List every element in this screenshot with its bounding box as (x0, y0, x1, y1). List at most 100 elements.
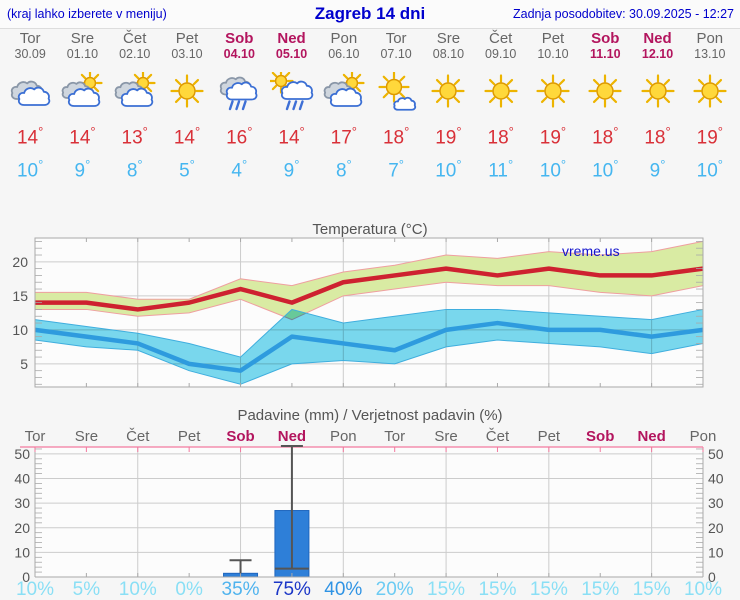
day-name: Tor (19, 30, 41, 47)
weather-icon-cell (213, 72, 265, 114)
precip-day-label: Sre (75, 428, 98, 445)
day-name: Čet (123, 30, 147, 47)
day-date: 04.10 (223, 47, 255, 61)
min-temp-line (34, 320, 704, 373)
temperature-chart-title: Temperatura (°C) (312, 221, 428, 238)
min-temperature: 10 (579, 154, 631, 182)
rain-icon (220, 76, 258, 111)
max-temperature: 16 (213, 121, 265, 149)
max-temp-line (35, 266, 704, 312)
day-date: 11.10 (589, 47, 621, 61)
precip-probability: 15% (478, 579, 516, 600)
mostly-sunny-icon (378, 71, 417, 111)
max-temperature: 18 (370, 121, 422, 149)
precip-day-label: Sre (434, 428, 457, 445)
min-temperature: 10 (527, 154, 579, 182)
sunny-icon (484, 74, 518, 108)
day-date: 06.10 (328, 47, 360, 61)
plot-border (34, 237, 704, 388)
precip-day-label: Sob (226, 428, 254, 445)
weather-icon-cell (370, 71, 422, 114)
day-date: 09.10 (485, 47, 517, 61)
day-name: Sre (70, 30, 95, 47)
y-axis-label-right: 0 (708, 569, 716, 585)
weather-icon-cell (318, 70, 370, 114)
y-axis-label-left: 50 (14, 446, 30, 462)
precip-day-label: Pon (330, 428, 357, 445)
sunny-icon (431, 74, 465, 108)
y-axis-label-right: 50 (708, 446, 724, 462)
precip-day-label: Čet (126, 428, 150, 445)
precip-day-label: Ned (278, 428, 306, 445)
y-axis-label-left: 0 (22, 569, 30, 585)
min-band-edge (34, 308, 704, 358)
weather-icon-cell (422, 72, 474, 114)
precip-probability: 20% (376, 579, 414, 600)
y-axis-label-left: 30 (14, 495, 30, 511)
y-axis-label: 15 (12, 288, 28, 304)
weather-icon-cell (265, 68, 317, 114)
day-date: 07.10 (380, 47, 412, 61)
watermark-link[interactable]: vreme.us (562, 243, 620, 259)
precip-day-label: Tor (384, 428, 405, 445)
precip-probability: 5% (73, 579, 101, 600)
weather-icon-cell (56, 70, 108, 114)
sunny-icon (170, 74, 204, 108)
day-date: 03.10 (171, 47, 203, 61)
weather-icon-cell (527, 72, 579, 114)
max-temperature: 18 (475, 121, 527, 149)
min-temperature: 8 (109, 154, 161, 182)
day-name: Sob (225, 30, 254, 47)
y-axis-label-left: 10 (14, 544, 30, 560)
precip-day-label: Čet (486, 428, 510, 445)
y-axis-label-right: 20 (708, 520, 724, 536)
day-name: Ned (643, 30, 672, 47)
daily-forecast-strip: Tor30.091410Sre01.10149Čet02.10138Pet03.… (4, 31, 736, 183)
min-temperature: 9 (631, 154, 683, 182)
max-temperature: 14 (265, 121, 317, 149)
day-name: Sob (591, 30, 620, 47)
max-temperature: 19 (527, 121, 579, 149)
day-date: 01.10 (66, 47, 99, 61)
max-temperature: 18 (631, 121, 683, 149)
precip-probability: 15% (633, 579, 671, 600)
day-date: 10.10 (537, 47, 569, 61)
max-temperature: 18 (579, 121, 631, 149)
max-temperature: 14 (56, 121, 108, 149)
precip-probability: 15% (427, 579, 465, 600)
sunny-icon (536, 74, 570, 108)
day-date: 30.09 (14, 47, 46, 61)
cloudy-icon (11, 80, 51, 106)
precip-day-label: Sob (586, 428, 614, 445)
precip-day-label: Tor (25, 428, 46, 445)
precip-day-label: Pet (178, 428, 201, 445)
day-name: Sre (436, 30, 461, 47)
max-temperature: 14 (4, 121, 56, 149)
weather-icon-cell (579, 72, 631, 114)
y-axis-label-left: 40 (14, 471, 30, 487)
min-temperature: 7 (370, 154, 422, 182)
weather-icon-cell (161, 72, 213, 114)
y-axis-label-right: 40 (708, 471, 724, 487)
partly-sunny-icon (323, 70, 365, 107)
min-temperature: 5 (161, 154, 213, 182)
min-temperature: 10 (684, 154, 736, 182)
precip-probability: 15% (530, 579, 568, 600)
precip-probability: 10% (119, 579, 157, 600)
min-temperature: 8 (318, 154, 370, 182)
weather-icon-cell (4, 72, 56, 114)
precipitation-chart-title: Padavine (mm) / Verjetnost padavin (%) (237, 407, 503, 424)
sun-rain-icon (267, 68, 313, 111)
page-title: Zagreb 14 dni (314, 4, 426, 23)
